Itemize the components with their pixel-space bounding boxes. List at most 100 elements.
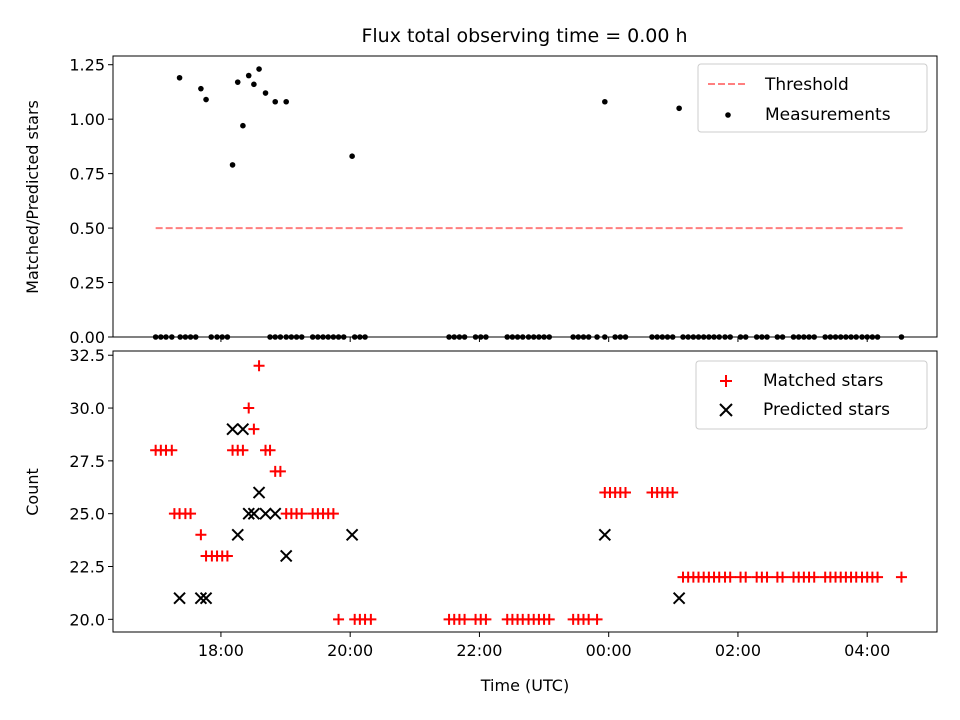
predicted-star-marker	[236, 422, 250, 436]
measurement-point	[214, 334, 220, 340]
measurement-point	[251, 81, 257, 88]
predicted-star-marker	[194, 591, 208, 605]
measurement-point	[293, 334, 300, 340]
count-x-tick-label: 22:00	[456, 641, 502, 660]
matched-star-marker	[543, 613, 555, 625]
measurement-point	[234, 79, 241, 85]
measurement-point	[525, 334, 532, 340]
predicted-star-marker	[247, 507, 261, 520]
predicted-star-marker	[226, 422, 239, 436]
count-y-tick-label: 30.0	[69, 399, 105, 418]
predicted-star-marker	[199, 591, 213, 605]
measurement-point	[456, 334, 463, 340]
measurement-point	[659, 334, 666, 340]
matched-star-marker	[365, 613, 377, 625]
measurement-point	[843, 334, 849, 340]
count-y-axis-label: Count	[23, 468, 42, 516]
measurement-point	[451, 334, 458, 340]
predicted-star-marker	[345, 528, 359, 542]
matched-star-marker	[195, 529, 207, 541]
measurement-point	[722, 334, 728, 340]
measurement-point	[229, 162, 236, 168]
predicted-star-marker	[252, 486, 266, 499]
measurement-point	[530, 334, 537, 340]
measurement-point	[309, 334, 316, 340]
measurement-point	[594, 334, 600, 340]
measurement-point	[864, 334, 871, 340]
measurement-points	[152, 66, 905, 340]
matched-star-marker	[166, 444, 178, 456]
measurement-point	[695, 334, 702, 340]
measurement-point	[477, 334, 484, 340]
matched-star-marker	[459, 613, 471, 625]
predicted-star-marker	[231, 528, 244, 542]
matched-star-markers	[150, 360, 907, 625]
measurement-point	[483, 334, 489, 340]
matched-star-marker	[264, 444, 276, 456]
legend-matched-swatch	[720, 375, 732, 387]
measurement-point	[546, 334, 553, 340]
measurement-point	[690, 334, 697, 340]
measurement-point	[169, 334, 175, 340]
measurement-point	[519, 334, 526, 340]
predicted-star-marker	[269, 507, 282, 520]
measurement-point	[848, 334, 854, 340]
matched-star-marker	[296, 508, 308, 520]
measurement-point	[272, 98, 279, 105]
measurement-point	[152, 334, 159, 340]
count-legend-box	[695, 360, 928, 430]
predicted-star-marker	[598, 528, 612, 542]
count-x-tick-label: 00:00	[586, 641, 632, 660]
matched-star-marker	[619, 487, 631, 499]
ratio-panel: 0.00 0.25 0.50 0.75 1.00 1.25 Matched/Predict…	[23, 55, 938, 347]
ratio-legend-box	[697, 63, 928, 133]
count-x-tick-label: 20:00	[327, 641, 373, 660]
count-y-tick-label: 32.5	[69, 346, 105, 365]
measurement-point	[288, 334, 295, 340]
matched-star-marker	[667, 487, 679, 499]
measurement-point	[779, 334, 786, 340]
measurement-point	[472, 334, 479, 340]
measurement-point	[680, 334, 686, 340]
measurement-point	[362, 334, 368, 340]
measurement-point	[446, 334, 452, 340]
measurement-point	[277, 334, 284, 340]
measurement-point	[859, 334, 865, 340]
measurement-point	[187, 334, 194, 340]
measurement-point	[182, 334, 189, 340]
measurement-point	[602, 98, 608, 105]
measurement-point	[163, 334, 169, 340]
count-x-tick-label: 04:00	[844, 641, 890, 660]
ratio-y-tick-label: 0.00	[69, 328, 105, 347]
measurement-point	[570, 334, 576, 340]
measurement-point	[853, 334, 860, 340]
measurement-point	[335, 334, 342, 340]
measurement-point	[224, 334, 231, 340]
measurement-point	[340, 334, 347, 340]
measurement-point	[790, 334, 797, 340]
measurement-point	[801, 334, 807, 340]
matched-star-marker	[333, 613, 345, 625]
ratio-y-ticks: 0.00 0.25 0.50 0.75 1.00 1.25	[69, 56, 113, 347]
chart-title: Flux total observing time = 0.00 h	[361, 25, 687, 47]
measurement-point	[330, 334, 337, 340]
matched-star-marker	[327, 508, 339, 520]
measurement-point	[514, 334, 521, 340]
predicted-star-marker	[279, 549, 293, 563]
legend-predicted-label: Predicted stars	[763, 400, 890, 420]
matched-star-marker	[724, 571, 736, 583]
measurement-point	[806, 334, 812, 340]
measurement-point	[351, 334, 358, 340]
count-x-ticks: 18:00 20:00 22:00 00:00 02:00 04:00	[198, 632, 890, 660]
count-y-ticks: 20.0 22.5 25.0 27.5 30.0 32.5	[69, 346, 113, 629]
ratio-y-tick-label: 0.25	[69, 274, 105, 293]
ratio-y-tick-label: 1.25	[69, 56, 105, 75]
measurement-point	[753, 334, 760, 340]
measurement-point	[811, 334, 818, 340]
ratio-y-tick-label: 0.75	[69, 165, 105, 184]
measurement-point	[827, 334, 834, 340]
measurement-point	[575, 334, 582, 340]
predicted-star-marker	[242, 507, 255, 520]
measurement-point	[262, 90, 269, 96]
